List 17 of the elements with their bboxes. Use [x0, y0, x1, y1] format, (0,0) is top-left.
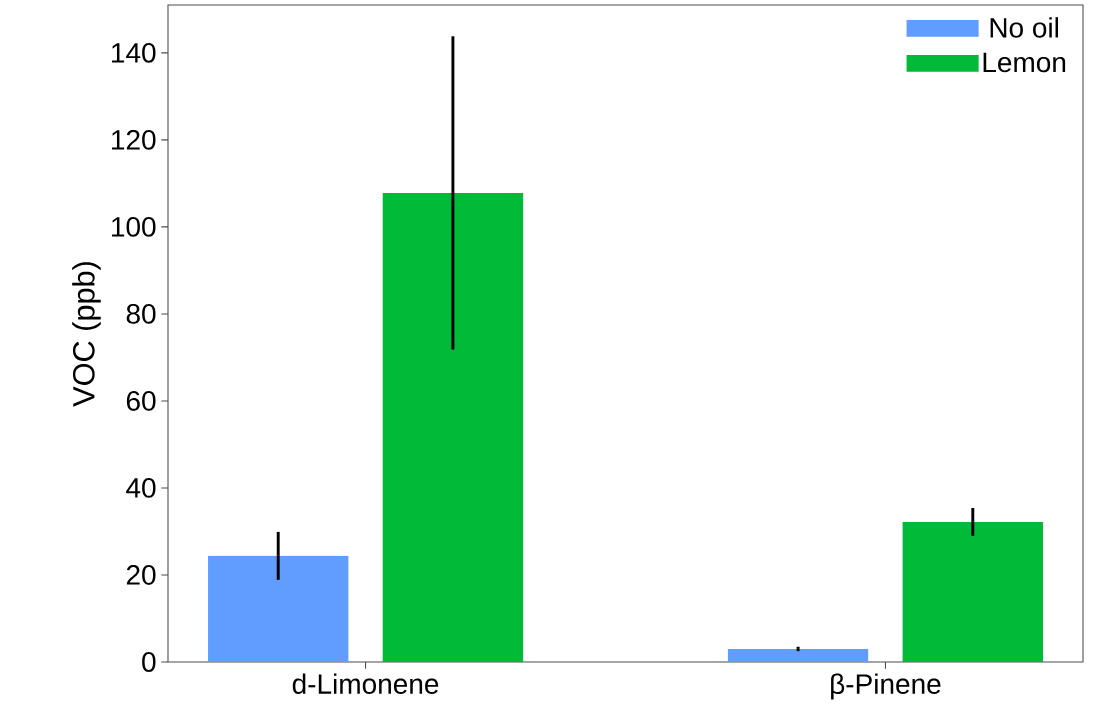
bar: [382, 192, 524, 662]
y-tick-label: 40: [126, 478, 156, 498]
y-tick-label: 80: [126, 304, 156, 324]
y-tick-label: 120: [112, 129, 156, 150]
y-tick-label: 0: [142, 652, 156, 672]
bar: [208, 555, 349, 662]
bar: [727, 648, 869, 662]
legend-label: No oil: [990, 17, 1059, 38]
x-tick-label: d-Limonene: [292, 673, 439, 694]
y-tick-label: 20: [126, 565, 156, 585]
legend-label: Lemon: [983, 52, 1066, 73]
y-axis-title: VOC (ppb): [72, 262, 101, 407]
bar: [902, 521, 1043, 662]
y-tick-label: 140: [112, 42, 156, 63]
x-tick-label: β-Pinene: [831, 673, 941, 700]
y-tick-label: 100: [112, 216, 156, 237]
y-tick-label: 60: [126, 391, 156, 411]
